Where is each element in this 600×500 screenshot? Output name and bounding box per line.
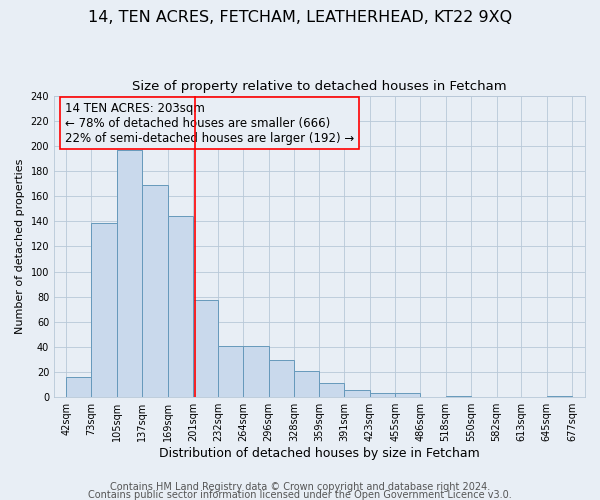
Bar bbox=[218, 346, 243, 397]
Text: Contains public sector information licensed under the Open Government Licence v3: Contains public sector information licen… bbox=[88, 490, 512, 500]
Bar bbox=[370, 394, 395, 397]
Bar bbox=[547, 396, 572, 397]
X-axis label: Distribution of detached houses by size in Fetcham: Distribution of detached houses by size … bbox=[159, 447, 480, 460]
Bar bbox=[319, 384, 344, 397]
Text: 14, TEN ACRES, FETCHAM, LEATHERHEAD, KT22 9XQ: 14, TEN ACRES, FETCHAM, LEATHERHEAD, KT2… bbox=[88, 10, 512, 25]
Bar bbox=[167, 216, 193, 397]
Bar bbox=[269, 360, 294, 397]
Bar bbox=[395, 394, 420, 397]
Text: Contains HM Land Registry data © Crown copyright and database right 2024.: Contains HM Land Registry data © Crown c… bbox=[110, 482, 490, 492]
Bar bbox=[116, 150, 142, 397]
Bar bbox=[446, 396, 471, 397]
Bar bbox=[243, 346, 269, 397]
Bar bbox=[193, 300, 218, 397]
Bar bbox=[67, 377, 91, 397]
Text: 14 TEN ACRES: 203sqm
← 78% of detached houses are smaller (666)
22% of semi-deta: 14 TEN ACRES: 203sqm ← 78% of detached h… bbox=[65, 102, 354, 144]
Bar bbox=[344, 390, 370, 397]
Bar bbox=[142, 185, 167, 397]
Title: Size of property relative to detached houses in Fetcham: Size of property relative to detached ho… bbox=[132, 80, 507, 93]
Bar bbox=[294, 371, 319, 397]
Y-axis label: Number of detached properties: Number of detached properties bbox=[15, 158, 25, 334]
Bar bbox=[91, 222, 116, 397]
